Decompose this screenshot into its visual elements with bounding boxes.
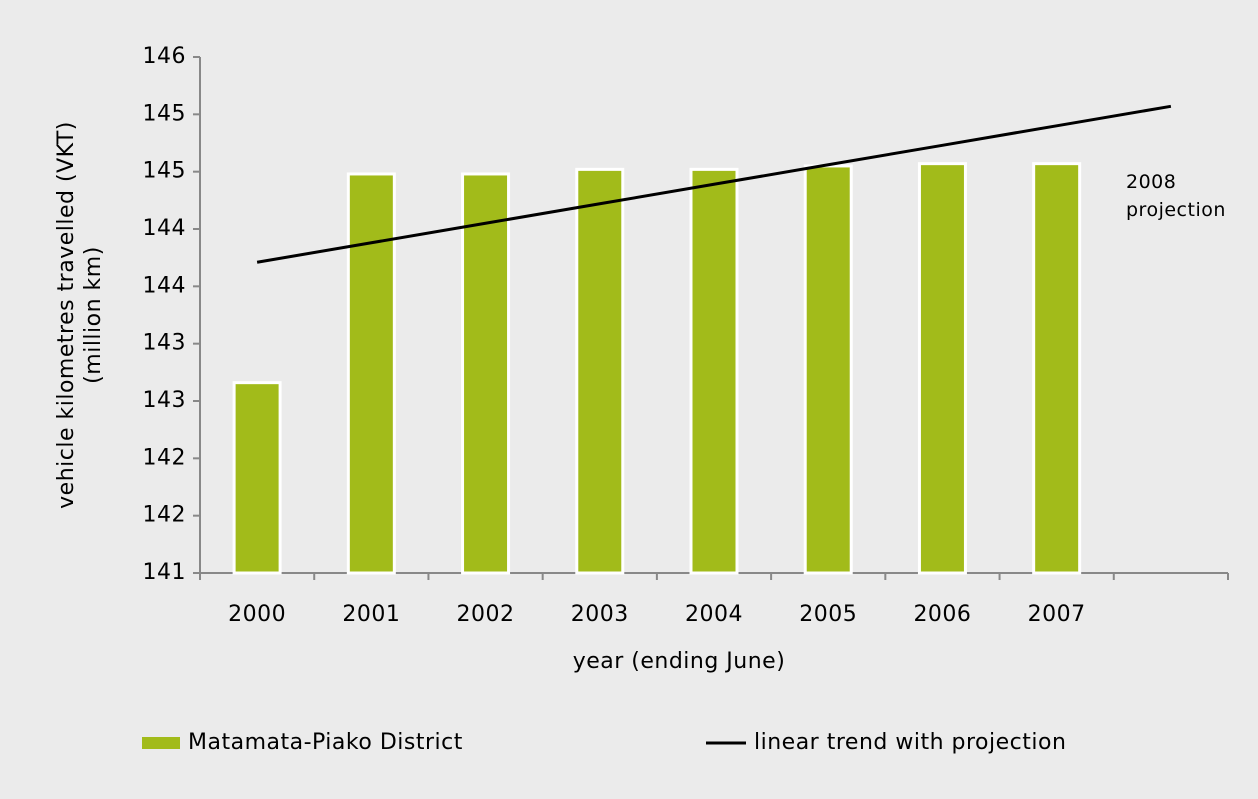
x-tick-label: 2003 — [571, 602, 629, 627]
y-tick-label: 146 — [143, 44, 187, 69]
bar — [689, 167, 739, 575]
y-tick-label: 141 — [143, 560, 187, 585]
legend-label: Matamata-Piako District — [188, 730, 463, 755]
bar — [803, 164, 853, 575]
x-tick-label: 2004 — [685, 602, 743, 627]
bar — [232, 381, 282, 575]
y-tick-label: 145 — [143, 101, 187, 126]
y-axis-title: vehicle kilometres travelled (VKT)(milli… — [54, 121, 106, 509]
y-tick-label: 142 — [143, 503, 187, 528]
bar — [917, 162, 967, 575]
x-tick-label: 2002 — [457, 602, 515, 627]
x-tick-label: 2006 — [913, 602, 971, 627]
x-axis-title: year (ending June) — [573, 649, 786, 674]
y-tick-label: 143 — [143, 331, 187, 356]
y-tick-label: 143 — [143, 388, 187, 413]
y-tick-label: 142 — [143, 445, 187, 470]
bar — [575, 167, 625, 575]
bar — [346, 172, 396, 575]
y-tick-label: 144 — [143, 216, 187, 241]
y-tick-label: 145 — [143, 159, 187, 184]
bar — [1032, 162, 1082, 575]
legend-swatch — [142, 737, 180, 749]
x-tick-label: 2000 — [228, 602, 286, 627]
annotation-line: 2008 — [1126, 171, 1176, 193]
x-tick-label: 2005 — [799, 602, 857, 627]
x-tick-label: 2007 — [1028, 602, 1086, 627]
x-tick-label: 2001 — [342, 602, 400, 627]
trend-line — [256, 104, 1172, 264]
annotation: 2008 projection — [1126, 171, 1226, 221]
y-axis-title-line: vehicle kilometres travelled (VKT) — [54, 121, 79, 509]
bar — [461, 172, 511, 575]
y-tick-label: 144 — [143, 273, 187, 298]
y-axis-title-line: (million km) — [81, 246, 106, 384]
annotation-line: projection — [1126, 199, 1226, 221]
legend-label: linear trend with projection — [754, 730, 1066, 755]
